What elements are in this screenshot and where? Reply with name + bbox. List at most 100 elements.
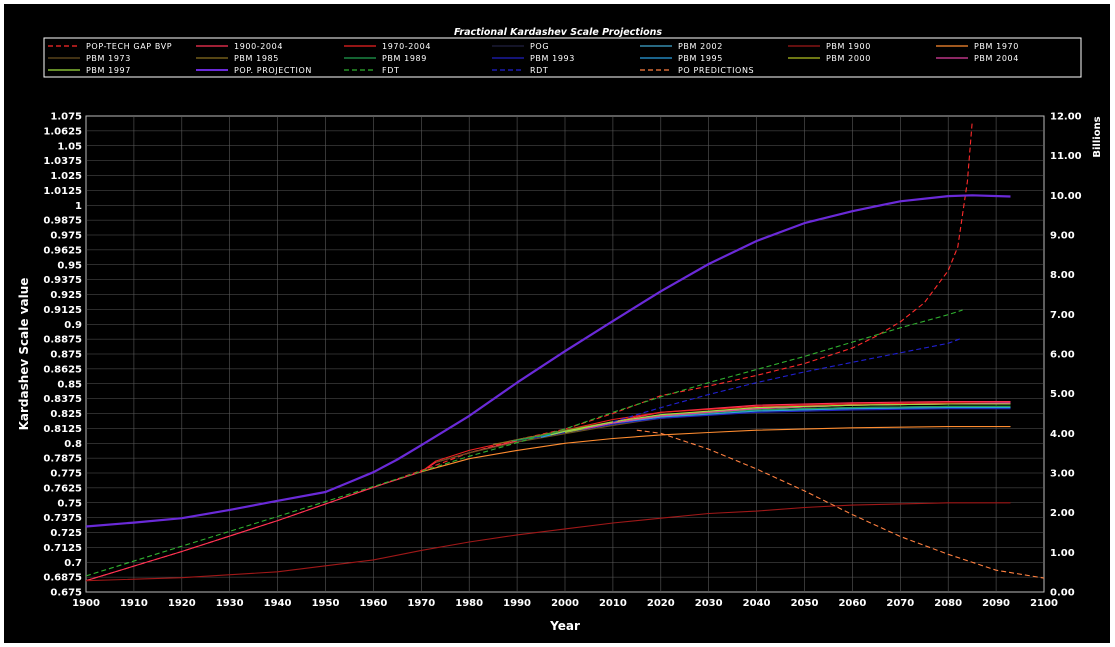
y-tick-label: 1.0125: [43, 186, 82, 197]
y2-tick-label: 10.00: [1050, 191, 1082, 202]
series-line-1970-2004: [420, 402, 1011, 473]
y-tick-label: 0.85: [57, 379, 82, 390]
y-tick-label: 0.75: [57, 498, 82, 509]
legend: POP-TECH GAP BVP 1900-2004 1970-2004 POG PBM…: [48, 42, 1019, 75]
y-tick-label: 0.95: [57, 260, 82, 271]
y2-tick-label: 0.00: [1050, 588, 1075, 599]
legend-label: PBM 1985: [234, 54, 279, 63]
y-tick-label: 0.675: [50, 588, 82, 599]
y-tick-label: 0.925: [50, 290, 82, 301]
x-tick-label: 2010: [599, 598, 627, 609]
y-tick-label: 1.05: [57, 141, 82, 152]
legend-label: PBM 2000: [826, 54, 871, 63]
series-line-fdt: [85, 309, 963, 577]
y2-tick-label: 1.00: [1050, 548, 1075, 559]
x-tick-label: 2090: [982, 598, 1010, 609]
y2-tick-label: 9.00: [1050, 231, 1075, 242]
x-tick-label: 2050: [791, 598, 819, 609]
x-axis-label: Year: [549, 619, 580, 633]
y-tick-label: 0.825: [50, 409, 82, 420]
y-tick-label: 1.025: [50, 171, 82, 182]
y-tick-label: 0.7: [64, 558, 82, 569]
legend-label: PBM 1989: [382, 54, 427, 63]
y-tick-label: 0.7125: [43, 543, 82, 554]
series-line-pbm-1900: [85, 502, 1011, 582]
x-tick-label: 1920: [168, 598, 196, 609]
y-axis-label: Kardashev Scale value: [17, 278, 31, 431]
y-tick-label: 0.7875: [43, 454, 82, 465]
y-tick-label: 0.7375: [43, 513, 82, 524]
x-tick-label: 2100: [1030, 598, 1058, 609]
legend-label: PBM 1900: [826, 42, 871, 51]
y-tick-label: 0.7625: [43, 483, 82, 494]
y-tick-label: 0.6875: [43, 573, 82, 584]
y2-tick-label: 4.00: [1050, 429, 1075, 440]
y2-tick-label: 5.00: [1050, 389, 1075, 400]
x-tick-label: 1970: [407, 598, 435, 609]
y-tick-label: 0.9125: [43, 305, 82, 316]
series-line-pbm-1970: [421, 426, 1011, 473]
y2-axis-ticks: 0.00 1.00 2.00 3.00 4.00 5.00 6.00 7.00 8.00 9.00…: [1050, 112, 1082, 599]
y-tick-label: 0.8: [64, 439, 82, 450]
y-tick-label: 0.8625: [43, 364, 82, 375]
y-tick-label: 1.0625: [43, 126, 82, 137]
x-tick-label: 1960: [359, 598, 387, 609]
legend-label: PBM 1993: [530, 54, 575, 63]
x-tick-label: 1980: [455, 598, 483, 609]
y-tick-label: 0.9875: [43, 216, 82, 227]
x-tick-label: 2000: [551, 598, 579, 609]
y2-tick-label: 2.00: [1050, 508, 1075, 519]
legend-label: PBM 2002: [678, 42, 723, 51]
y-tick-label: 0.9: [64, 320, 82, 331]
x-tick-label: 2070: [886, 598, 914, 609]
x-tick-label: 1940: [264, 598, 292, 609]
x-tick-label: 2080: [934, 598, 962, 609]
series-line-po-predictions: [636, 429, 1045, 579]
legend-label: PBM 1973: [86, 54, 131, 63]
legend-label: PO PREDICTIONS: [678, 66, 754, 75]
y-tick-label: 0.875: [50, 350, 82, 361]
legend-label: PBM 1995: [678, 54, 723, 63]
legend-label: 1900-2004: [234, 42, 283, 51]
legend-label: PBM 2004: [974, 54, 1019, 63]
x-tick-label: 1950: [312, 598, 340, 609]
y-tick-label: 1.0375: [43, 156, 82, 167]
y-tick-label: 1: [75, 201, 82, 212]
legend-label: PBM 1970: [974, 42, 1019, 51]
x-tick-label: 1930: [216, 598, 244, 609]
legend-label: PBM 1997: [86, 66, 131, 75]
series-group: [85, 121, 1045, 582]
x-axis-ticks: 1900 1910 1920 1930 1940 1950 1960 1970 1980 1990…: [72, 598, 1058, 609]
y-axis-ticks: 0.675 0.6875 0.7 0.7125 0.725 0.7375 0.75 0.762…: [43, 112, 82, 599]
y2-tick-label: 11.00: [1050, 151, 1082, 162]
y2-tick-label: 6.00: [1050, 350, 1075, 361]
y-tick-label: 0.775: [50, 469, 82, 480]
y-tick-label: 0.8125: [43, 424, 82, 435]
y2-tick-label: 3.00: [1050, 469, 1075, 480]
legend-label: POP-TECH GAP BVP: [86, 42, 172, 51]
legend-label: 1970-2004: [382, 42, 431, 51]
y2-tick-label: 12.00: [1050, 112, 1082, 123]
y-tick-label: 0.9625: [43, 245, 82, 256]
y-tick-label: 0.8875: [43, 335, 82, 346]
y-tick-label: 1.075: [50, 112, 82, 123]
series-line-rdt: [612, 337, 963, 423]
x-tick-label: 2020: [647, 598, 675, 609]
grid: [86, 116, 1044, 592]
x-tick-label: 2060: [838, 598, 866, 609]
series-line-pop-projection: [85, 194, 1011, 528]
chart-frame: Fractional Kardashev Scale Projections P…: [4, 4, 1110, 643]
x-tick-label: 1900: [72, 598, 100, 609]
kardashev-chart: Fractional Kardashev Scale Projections P…: [17, 27, 1103, 633]
legend-label: POG: [530, 42, 549, 51]
y2-tick-label: 8.00: [1050, 270, 1075, 281]
y-tick-label: 0.9375: [43, 275, 82, 286]
series-line-pbm-1997: [550, 403, 1011, 436]
x-tick-label: 2030: [695, 598, 723, 609]
y-tick-label: 0.8375: [43, 394, 82, 405]
y-tick-label: 0.975: [50, 231, 82, 242]
y-tick-label: 0.725: [50, 528, 82, 539]
chart-title: Fractional Kardashev Scale Projections: [454, 27, 662, 38]
y2-axis-label: Billions: [1092, 116, 1103, 157]
x-tick-label: 1910: [120, 598, 148, 609]
